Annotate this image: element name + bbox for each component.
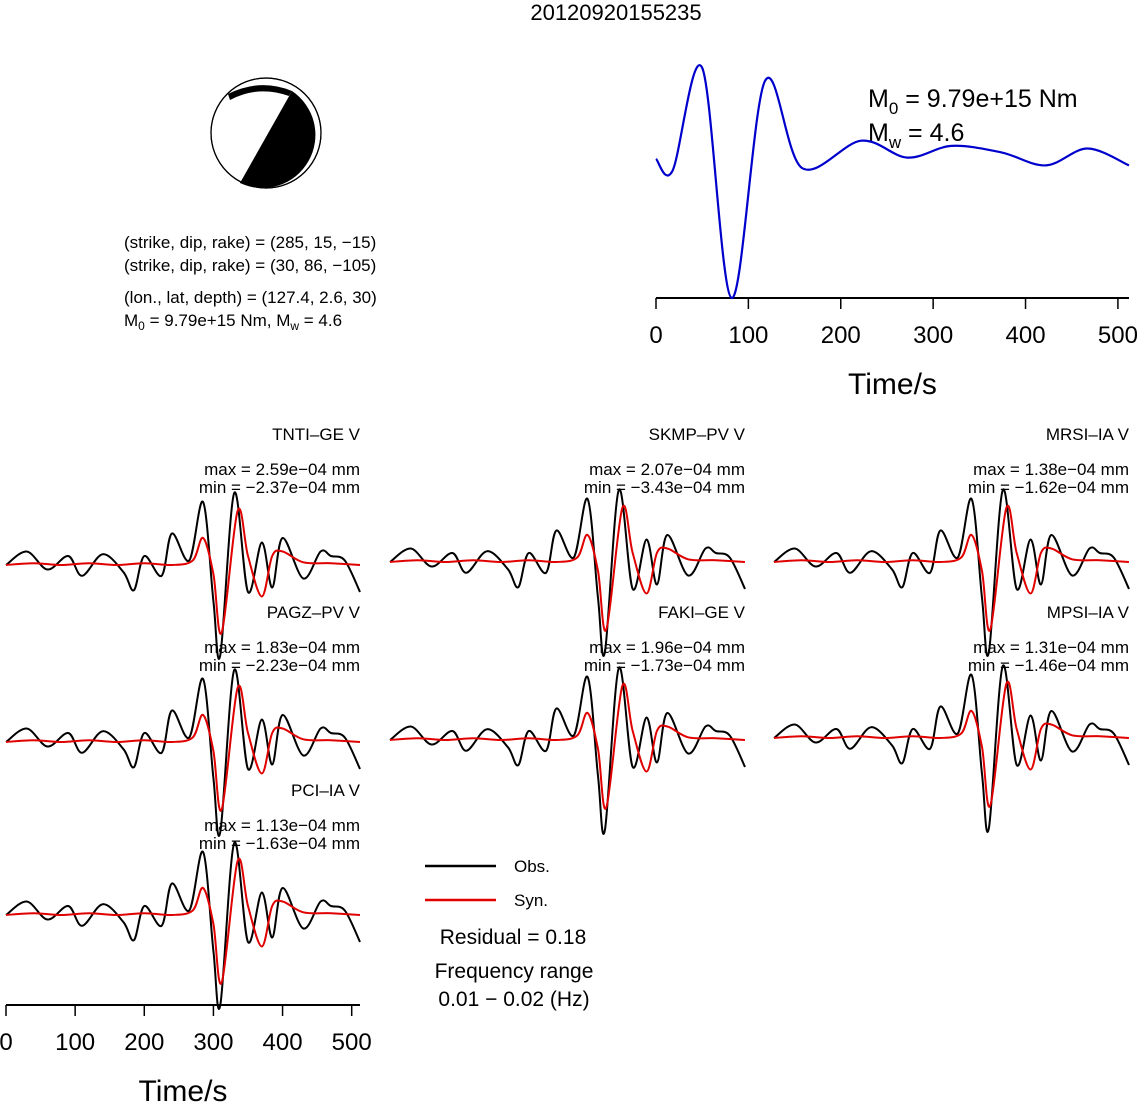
residual-label: Residual = 0.18: [440, 926, 587, 949]
station-trace: [5, 491, 361, 660]
station-trace: [773, 488, 1130, 657]
station-max: max = 2.07e−04 mm: [589, 460, 745, 479]
nodal-plane-1: (strike, dip, rake) = (285, 15, −15): [124, 233, 376, 252]
waveform-tick-label: 500: [332, 1029, 372, 1056]
beachball-icon: [210, 77, 322, 189]
station-trace: [773, 504, 1130, 632]
stf-plot: 0 100 200 300 400 500 Time/s: [649, 64, 1138, 401]
legend-obs-label: Obs.: [514, 857, 550, 876]
stf-magnitude-label: Mw = 4.6: [868, 119, 964, 152]
station-name: PCI–IA V: [291, 781, 361, 800]
waveform-tick-label: 100: [55, 1029, 95, 1056]
waveform-xlabel: Time/s: [139, 1075, 228, 1106]
station-max: max = 1.38e−04 mm: [973, 460, 1129, 479]
station-max: max = 2.59e−04 mm: [204, 460, 360, 479]
station-trace: [5, 668, 361, 837]
stf-moment-label: M0 = 9.79e+15 Nm: [868, 85, 1078, 118]
stf-line: [655, 64, 1130, 300]
station-trace: [5, 684, 361, 812]
frequency-range-label: Frequency range: [435, 960, 594, 983]
stf-tick-label: 200: [821, 322, 861, 349]
bottom-time-axis: 0 100 200 300 400 500 Time/s: [0, 1004, 372, 1106]
station-name: SKMP–PV V: [649, 425, 746, 444]
station-name: TNTI–GE V: [272, 425, 361, 444]
waveform-tick-label: 200: [124, 1029, 164, 1056]
station-min: min = −1.46e−04 mm: [968, 656, 1129, 675]
nodal-plane-2: (strike, dip, rake) = (30, 86, −105): [124, 256, 376, 275]
station-name: FAKI–GE V: [658, 603, 746, 622]
stf-xlabel: Time/s: [848, 368, 937, 401]
station-max: max = 1.96e−04 mm: [589, 638, 745, 657]
station-name: MRSI–IA V: [1046, 425, 1130, 444]
event-location: (lon., lat, depth) = (127.4, 2.6, 30): [124, 288, 377, 307]
station-name: PAGZ–PV V: [267, 603, 361, 622]
station-trace: [5, 841, 361, 1010]
station-min: min = −1.63e−04 mm: [199, 834, 360, 853]
legend-syn-label: Syn.: [514, 891, 548, 910]
waveform-tick-label: 400: [263, 1029, 303, 1056]
station-min: min = −1.73e−04 mm: [584, 656, 745, 675]
waveform-tick-label: 300: [193, 1029, 233, 1056]
station-trace: [389, 682, 746, 810]
station-trace: [773, 680, 1130, 808]
station-trace: [773, 664, 1130, 833]
station-max: max = 1.31e−04 mm: [973, 638, 1129, 657]
station-name: MPSI–IA V: [1047, 603, 1130, 622]
station-min: min = −3.43e−04 mm: [584, 478, 745, 497]
station-min: min = −2.37e−04 mm: [199, 478, 360, 497]
station-min: min = −1.62e−04 mm: [968, 478, 1129, 497]
stf-tick-label: 300: [913, 322, 953, 349]
station-trace: [389, 504, 746, 632]
station-max: max = 1.13e−04 mm: [204, 816, 360, 835]
waveform-tick-label: 0: [0, 1029, 13, 1056]
station-max: max = 1.83e−04 mm: [204, 638, 360, 657]
figure-title: 20120920155235: [530, 0, 701, 25]
station-trace: [5, 857, 361, 985]
moment-magnitude-line: M0 = 9.79e+15 Nm, Mw = 4.6: [124, 311, 342, 333]
frequency-range-value: 0.01 − 0.02 (Hz): [438, 988, 589, 1011]
legend: Obs. Syn.: [425, 857, 550, 910]
station-trace: [389, 666, 746, 835]
station-trace: [5, 507, 361, 635]
stf-tick-label: 0: [649, 322, 662, 349]
stf-tick-label: 100: [728, 322, 768, 349]
station-min: min = −2.23e−04 mm: [199, 656, 360, 675]
stf-tick-label: 400: [1006, 322, 1046, 349]
station-trace: [389, 488, 746, 657]
stf-tick-label: 500: [1098, 322, 1138, 349]
